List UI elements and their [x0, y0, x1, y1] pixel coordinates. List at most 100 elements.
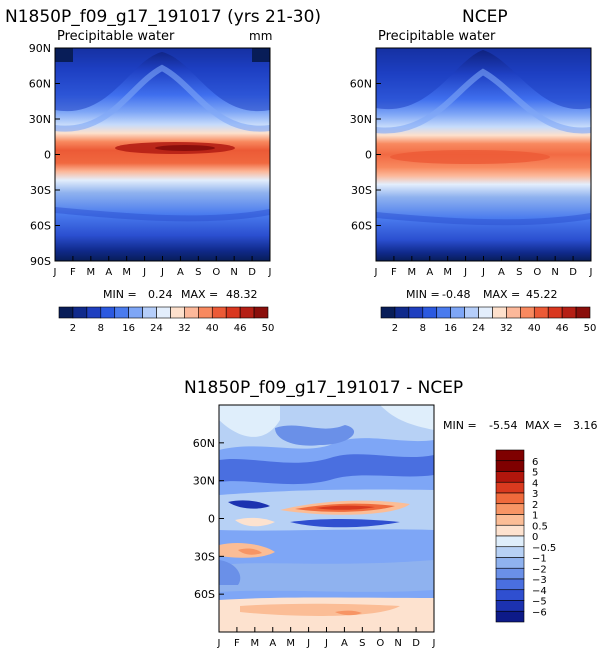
panel3-colorbar-label: 2 — [532, 500, 538, 511]
panel3-lat-label: 30N — [193, 475, 215, 488]
panel3-colorbar-cell — [495, 514, 525, 526]
panel1-colorbar-cell — [211, 306, 227, 319]
panel1-month-label: A — [177, 267, 184, 278]
panel1-colorbar-label: 2 — [70, 323, 76, 334]
panel3-colorbar-label: −0.5 — [532, 543, 556, 554]
panel3-colorbar-label: −3 — [532, 575, 547, 586]
panel1-colorbar-label: 32 — [178, 323, 191, 334]
panel3-title: N1850P_f09_g17_191017 - NCEP — [184, 378, 463, 398]
panel3-colorbar-cell — [495, 557, 525, 569]
panel3-colorbar-cell — [495, 524, 525, 537]
panel2-month-label: D — [569, 267, 577, 278]
panel3-month-label: S — [359, 638, 365, 649]
panel3-lat-label: 0 — [208, 513, 215, 526]
panel3-colorbar-label: −1 — [532, 554, 547, 565]
panel2-month-label: F — [391, 267, 397, 278]
panel2-colorbar-cell — [561, 306, 577, 319]
panel1-max-value: 48.32 — [226, 288, 258, 301]
panel1-colorbar-label: 24 — [150, 323, 163, 334]
panel1-lat-label: 60S — [30, 220, 51, 233]
panel3-month-label: J — [324, 638, 328, 649]
panel3-month-label: J — [217, 638, 221, 649]
panel3-month-label: O — [376, 638, 384, 649]
panel2-colorbar-label: 46 — [556, 323, 569, 334]
panel2-colorbar-label: 16 — [444, 323, 457, 334]
panel2-plot — [376, 48, 591, 261]
panel2-colorbar-cell — [394, 306, 410, 319]
panel2-month-label: O — [533, 267, 541, 278]
panel1-colorbar-cell — [225, 306, 241, 319]
panel2-month-label: A — [426, 267, 433, 278]
panel2-colorbar-cell — [492, 306, 507, 319]
panel3-colorbar-cell — [495, 460, 525, 472]
panel3-max-label: MAX = — [525, 419, 562, 432]
panel2-month-label: M — [443, 267, 452, 278]
panel1-colorbar-cell — [198, 306, 213, 319]
panel2-lat-label: 30N — [350, 113, 372, 126]
panel1-max-label: MAX = — [181, 288, 218, 301]
panel3-min-label: MIN = — [443, 419, 477, 432]
panel3-colorbar-cell — [495, 610, 525, 623]
panel1-colorbar-cell — [142, 306, 157, 319]
panel2-month-label: S — [516, 267, 522, 278]
panel2-lat-label: 60S — [351, 220, 372, 233]
panel1-colorbar-cell — [156, 306, 171, 319]
panel3-lat-label: 30S — [194, 550, 215, 563]
panel2-colorbar-label: 32 — [500, 323, 513, 334]
panel3-colorbar-cell — [495, 578, 525, 591]
panel2-colorbar-cell — [422, 306, 438, 319]
panel3-colorbar-label: 1 — [532, 511, 538, 522]
panel3-colorbar-label: 0 — [532, 532, 538, 543]
panel3-colorbar-label: −2 — [532, 564, 547, 575]
panel3-colorbar-cell — [495, 535, 525, 548]
panel2-colorbar-label: 40 — [528, 323, 541, 334]
panel2-colorbar-cell — [450, 306, 465, 319]
panel3-colorbar-cell — [495, 449, 525, 462]
panel3-lat-label: 60N — [193, 437, 215, 450]
panel1-lat-label: 90N — [29, 42, 51, 55]
panel1-units: mm — [249, 29, 272, 43]
panel3-lat-label: 60S — [194, 588, 215, 601]
panel3-minmax: MIN = -5.54 MAX = 3.16 — [443, 419, 598, 432]
panel1-colorbar-cell — [170, 306, 185, 319]
panel3-colorbar-cell — [495, 481, 525, 494]
panel1-lat-label: 30S — [30, 184, 51, 197]
panel1-month-label: S — [195, 267, 201, 278]
panel3-month-label: M — [286, 638, 295, 649]
panel1-month-label: M — [122, 267, 131, 278]
panel3-colorbar-label: 3 — [532, 489, 538, 500]
panel3-max-value: 3.16 — [573, 419, 598, 432]
panel1-month-label: J — [53, 267, 57, 278]
panel3-colorbar-label: 6 — [532, 457, 538, 468]
panel2-colorbar-cell — [547, 306, 563, 319]
panel2-month-label: J — [589, 267, 593, 278]
panel1-colorbar-label: 8 — [98, 323, 104, 334]
panel1-min-label: MIN = — [103, 288, 137, 301]
panel1-colorbar-cell — [184, 306, 199, 319]
panel3-colorbar-label: 0.5 — [532, 521, 548, 532]
panel3-month-label: A — [269, 638, 276, 649]
panel3-colorbar-cell — [495, 546, 525, 558]
panel1-month-label: J — [268, 267, 272, 278]
panel2-min-label: MIN = — [406, 288, 440, 301]
panel1-colorbar-label: 40 — [206, 323, 219, 334]
panel3-colorbar-label: 4 — [532, 478, 538, 489]
panel1-subtitle: Precipitable water — [57, 29, 175, 44]
panel2-colorbar-cell — [436, 306, 451, 319]
panel1-month-label: N — [230, 267, 237, 278]
panel3-month-label: A — [341, 638, 348, 649]
panel1-month-label: A — [105, 267, 112, 278]
panel1-colorbar-cell — [253, 306, 269, 319]
panel1-colorbar-label: 50 — [262, 323, 275, 334]
panel1-colorbar-label: 16 — [122, 323, 135, 334]
panel3-lat-ticks: 60N 30N 0 30S 60S — [193, 437, 224, 601]
panel1-month-label: O — [212, 267, 220, 278]
panel1-month-label: F — [70, 267, 76, 278]
panel2-colorbar-cell — [520, 306, 535, 319]
panel3-colorbar-cell — [495, 492, 525, 505]
panel2-month-label: A — [498, 267, 505, 278]
panel1-title: N1850P_f09_g17_191017 (yrs 21-30) — [5, 7, 321, 27]
